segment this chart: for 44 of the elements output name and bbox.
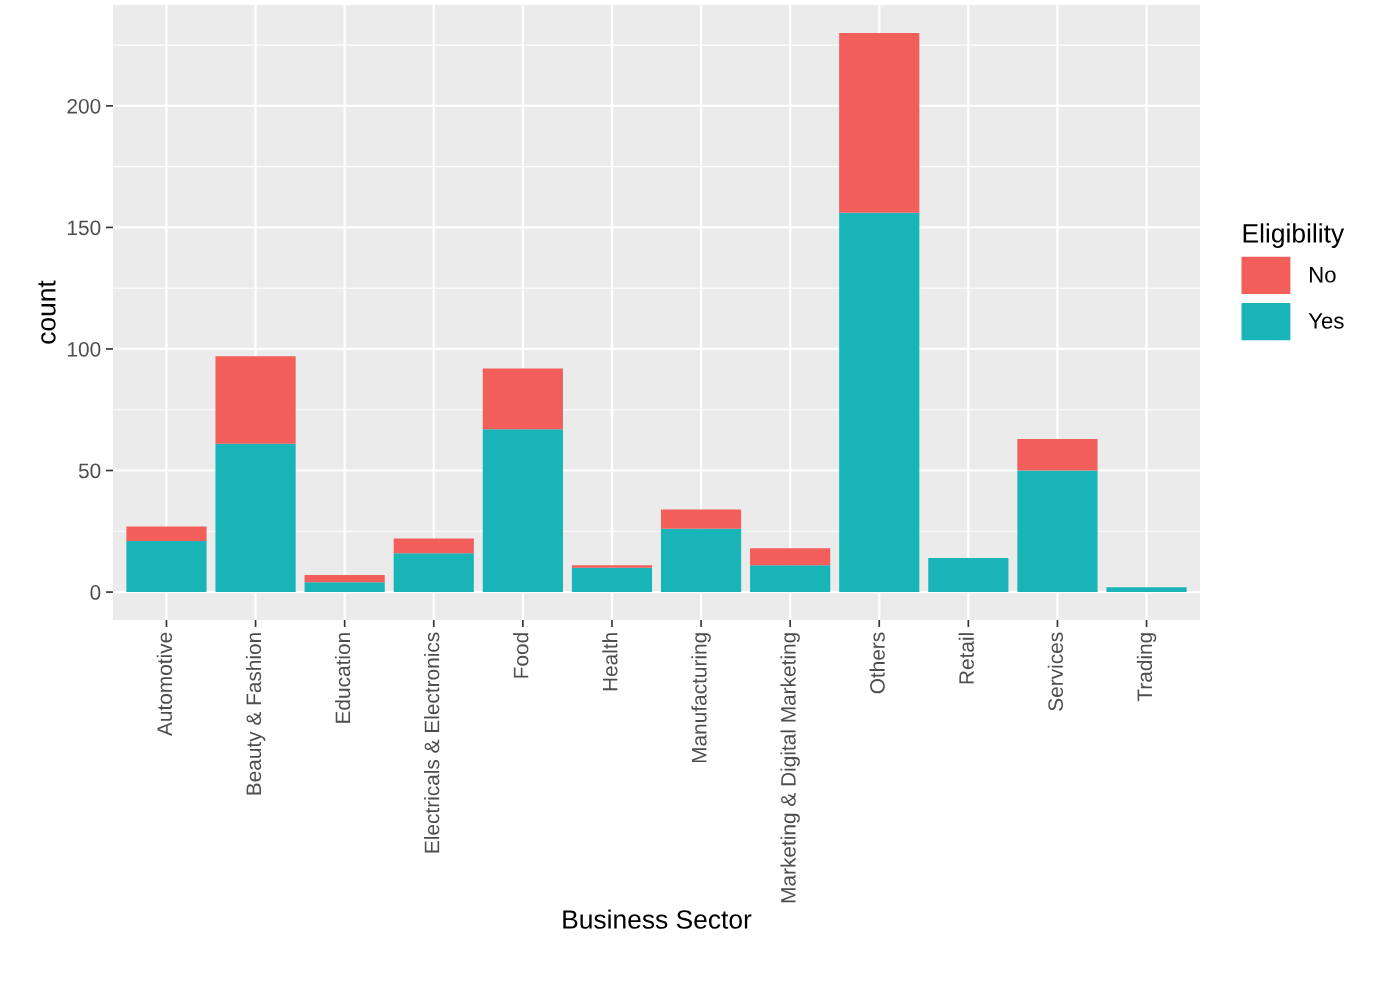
- x-tick-label: Food: [513, 633, 529, 678]
- bar: [660, 509, 742, 529]
- x-tick-label: Beauty & Fashion: [245, 633, 266, 795]
- x-tick-label: Education: [334, 633, 351, 723]
- bar: [304, 575, 385, 583]
- bar: [393, 553, 474, 593]
- x-tick-label: Marketing & Digital Marketing: [780, 633, 800, 903]
- x-tick-label: Trading: [1136, 633, 1157, 702]
- y-tick-label: 150: [68, 220, 101, 236]
- bar: [482, 429, 563, 593]
- x-axis-title: Business Sector: [563, 909, 752, 929]
- bar: [126, 541, 207, 593]
- bar: [482, 368, 563, 430]
- bar: [126, 526, 207, 541]
- bar: [839, 212, 920, 593]
- bar: [571, 567, 653, 593]
- bar: [1106, 587, 1187, 593]
- legend-title: Eligibility: [1243, 223, 1345, 248]
- x-tick-label: Retail: [958, 633, 974, 684]
- bar: [660, 528, 742, 593]
- legend-label: Yes: [1308, 313, 1344, 329]
- bar: [1017, 438, 1098, 471]
- x-tick-label: Others: [869, 632, 885, 694]
- x-tick-label: Electricals & Electronics: [424, 632, 440, 853]
- y-axis-title: count: [38, 280, 56, 344]
- x-tick-label: Services: [1047, 632, 1064, 711]
- bar: [304, 582, 385, 593]
- bar: [928, 558, 1009, 593]
- y-tick-label: 200: [67, 98, 101, 114]
- y-tick-label: 100: [68, 341, 101, 357]
- legend-label: No: [1309, 267, 1336, 283]
- x-tick-label: Automotive: [156, 632, 173, 736]
- x-tick-label: Health: [602, 633, 618, 691]
- bar: [1017, 470, 1098, 593]
- bar: [215, 356, 296, 444]
- bar: [839, 32, 920, 213]
- bar: [215, 443, 296, 593]
- bar: [393, 538, 474, 554]
- y-tick-label: 0: [90, 585, 101, 600]
- y-tick-label: 50: [78, 463, 101, 479]
- bar: [571, 565, 653, 568]
- bar: [750, 548, 831, 566]
- bar: [750, 565, 831, 593]
- x-tick-label: Manufacturing: [691, 633, 711, 763]
